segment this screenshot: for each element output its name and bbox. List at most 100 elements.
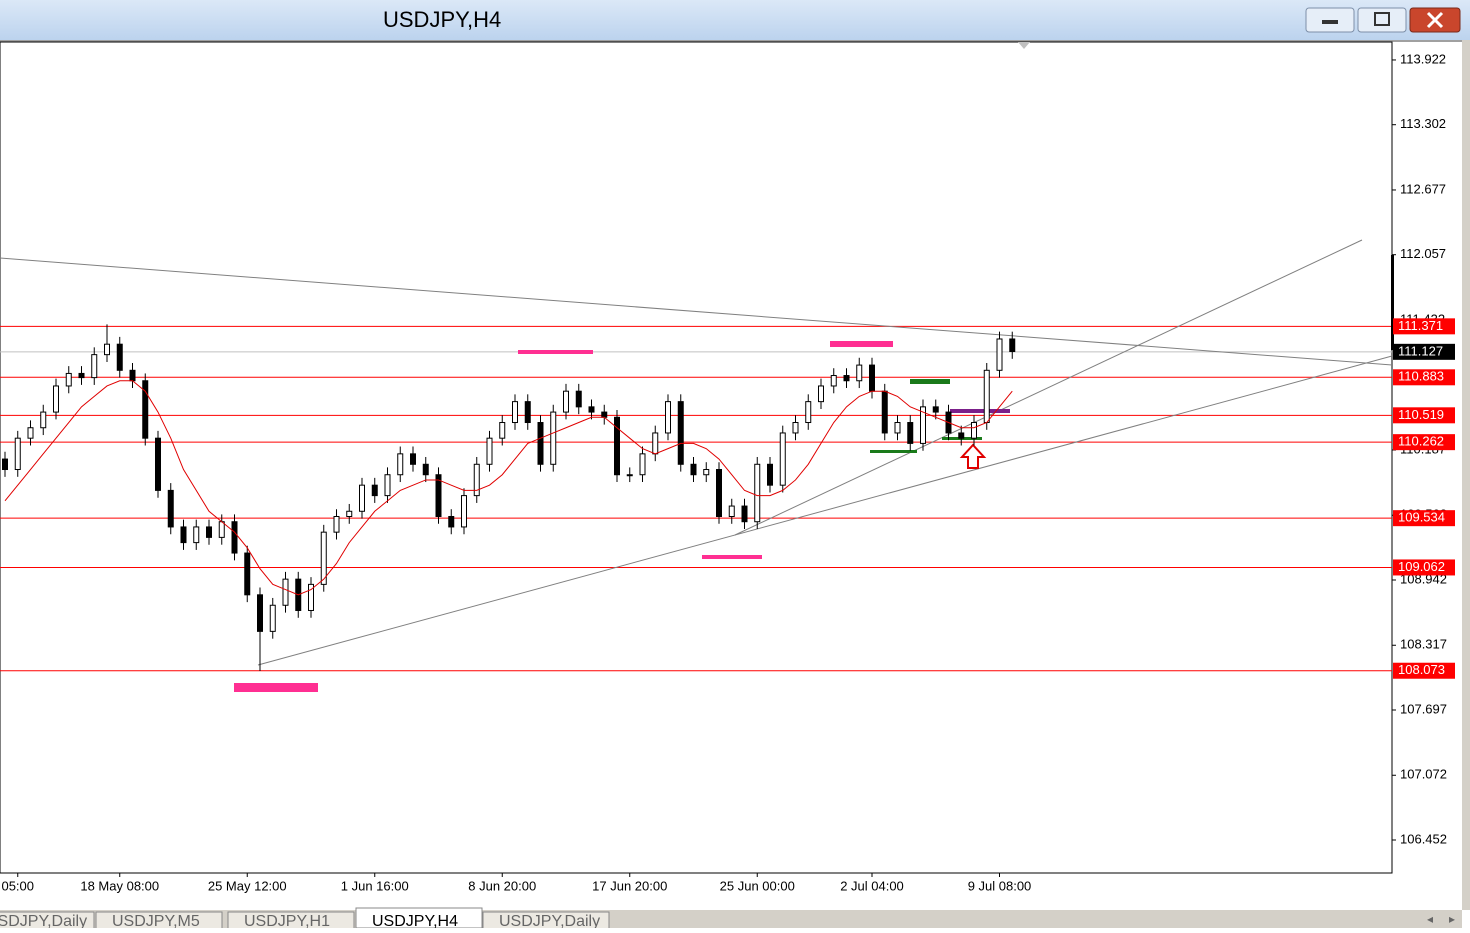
candle-body: [155, 437, 161, 491]
scroll-left[interactable]: ◂: [1427, 912, 1433, 926]
candle-body: [40, 411, 47, 429]
x-tick-label: 1 Jun 16:00: [341, 878, 409, 893]
trend-lines: [0, 239, 1393, 666]
candle-body: [27, 427, 34, 439]
candle-body: [728, 505, 735, 517]
candle-body: [856, 364, 863, 382]
candle-body: [435, 474, 442, 517]
level-label: 111.371: [1398, 318, 1443, 333]
y-tick-label: 113.302: [1400, 116, 1446, 131]
x-tick-label: 05:00: [1, 878, 34, 893]
marker: [234, 683, 318, 692]
candle-body: [104, 343, 110, 356]
marker: [702, 555, 762, 559]
candle-body: [206, 526, 212, 538]
candle-body: [91, 354, 98, 379]
marker: [518, 350, 593, 354]
tab-label[interactable]: USDJPY,H4: [372, 913, 458, 930]
candle-body: [320, 531, 327, 585]
candle-body: [65, 372, 72, 387]
last-price-label: 111.127: [1398, 343, 1443, 358]
arrow: [959, 443, 987, 469]
y-tick-label: 112.677: [1400, 181, 1446, 196]
level-label: 110.262: [1398, 434, 1444, 449]
trend-line: [734, 239, 1363, 536]
frame: [1462, 40, 1470, 910]
candle-body: [167, 489, 174, 528]
candle-body: [830, 375, 837, 387]
levels: [0, 325, 1392, 672]
x-tick-label: 17 Jun 20:00: [592, 878, 667, 893]
window-buttons[interactable]: [1305, 7, 1461, 33]
candle-body: [180, 526, 187, 544]
y-tick-label: 112.057: [1400, 246, 1446, 261]
candle-body: [741, 505, 748, 523]
x-tick-label: 25 May 12:00: [208, 878, 287, 893]
candle-body: [665, 401, 671, 434]
tab-label[interactable]: USDJPY,M5: [112, 913, 200, 930]
y-tick-label: 107.697: [1400, 701, 1447, 716]
candle-body: [448, 515, 455, 528]
candle-body: [614, 416, 620, 476]
tab-label[interactable]: USDJPY,H1: [244, 913, 330, 930]
candle-body: [473, 463, 480, 497]
candle-body: [244, 552, 251, 596]
scroll-right[interactable]: ▸: [1449, 912, 1455, 926]
candle-body: [626, 474, 633, 477]
candle-body: [193, 526, 200, 544]
tab-label[interactable]: USDJPY,Daily: [0, 913, 87, 930]
level-label: 109.062: [1398, 559, 1445, 574]
window-title: USDJPY,H4: [383, 7, 501, 32]
y-tick-label: 108.317: [1400, 637, 1447, 652]
candle-body: [346, 510, 353, 517]
last-price-box: [1393, 343, 1455, 360]
plot-area: [0, 41, 1393, 874]
candle-body: [575, 390, 582, 408]
trend-line: [0, 257, 1393, 366]
candle-body: [53, 385, 59, 413]
candle-body: [461, 495, 467, 528]
candle-body: [601, 411, 608, 418]
level-label-box: [1393, 559, 1455, 576]
y-tick-label: 107.072: [1400, 767, 1447, 782]
moving-average: [4, 380, 1013, 596]
marker: [870, 450, 917, 453]
candle-body: [129, 369, 136, 382]
scale-handle: [1391, 255, 1394, 350]
x-tick-label: 9 Jul 08:00: [968, 878, 1032, 893]
candle-body: [486, 437, 493, 465]
candle-body: [588, 406, 595, 413]
candle-body: [983, 369, 990, 424]
candle-body: [1009, 338, 1016, 353]
candle-body: [881, 390, 888, 434]
candle-body: [779, 432, 786, 486]
candle-body: [639, 453, 646, 476]
frame: [0, 40, 1462, 42]
level-label-box: [1393, 407, 1455, 424]
candle-body: [716, 469, 722, 517]
candle-body: [894, 422, 901, 434]
candle-body: [563, 390, 569, 413]
level-label: 110.883: [1398, 369, 1444, 384]
close-icon: [1426, 11, 1444, 29]
marker: [910, 379, 950, 384]
maximize-button[interactable]: [1357, 7, 1407, 33]
candle-body: [754, 463, 761, 523]
candle-body: [371, 484, 378, 497]
candle-body: [269, 604, 276, 632]
candle-body: [410, 453, 416, 465]
minimize-icon: [1322, 20, 1338, 24]
candle-body: [805, 401, 812, 424]
candle-body: [218, 521, 225, 538]
maximize-icon: [1374, 12, 1390, 26]
level-label-box: [1393, 318, 1455, 335]
candle-body: [359, 484, 365, 512]
level-label: 108.073: [1398, 662, 1445, 677]
candle-body: [422, 463, 429, 476]
level-label: 110.519: [1398, 407, 1444, 422]
candle-body: [677, 401, 684, 465]
tab-label[interactable]: USDJPY,Daily: [499, 913, 600, 930]
candle-body: [333, 515, 340, 533]
level-label-box: [1393, 434, 1455, 451]
shift-marker: [1018, 42, 1030, 49]
